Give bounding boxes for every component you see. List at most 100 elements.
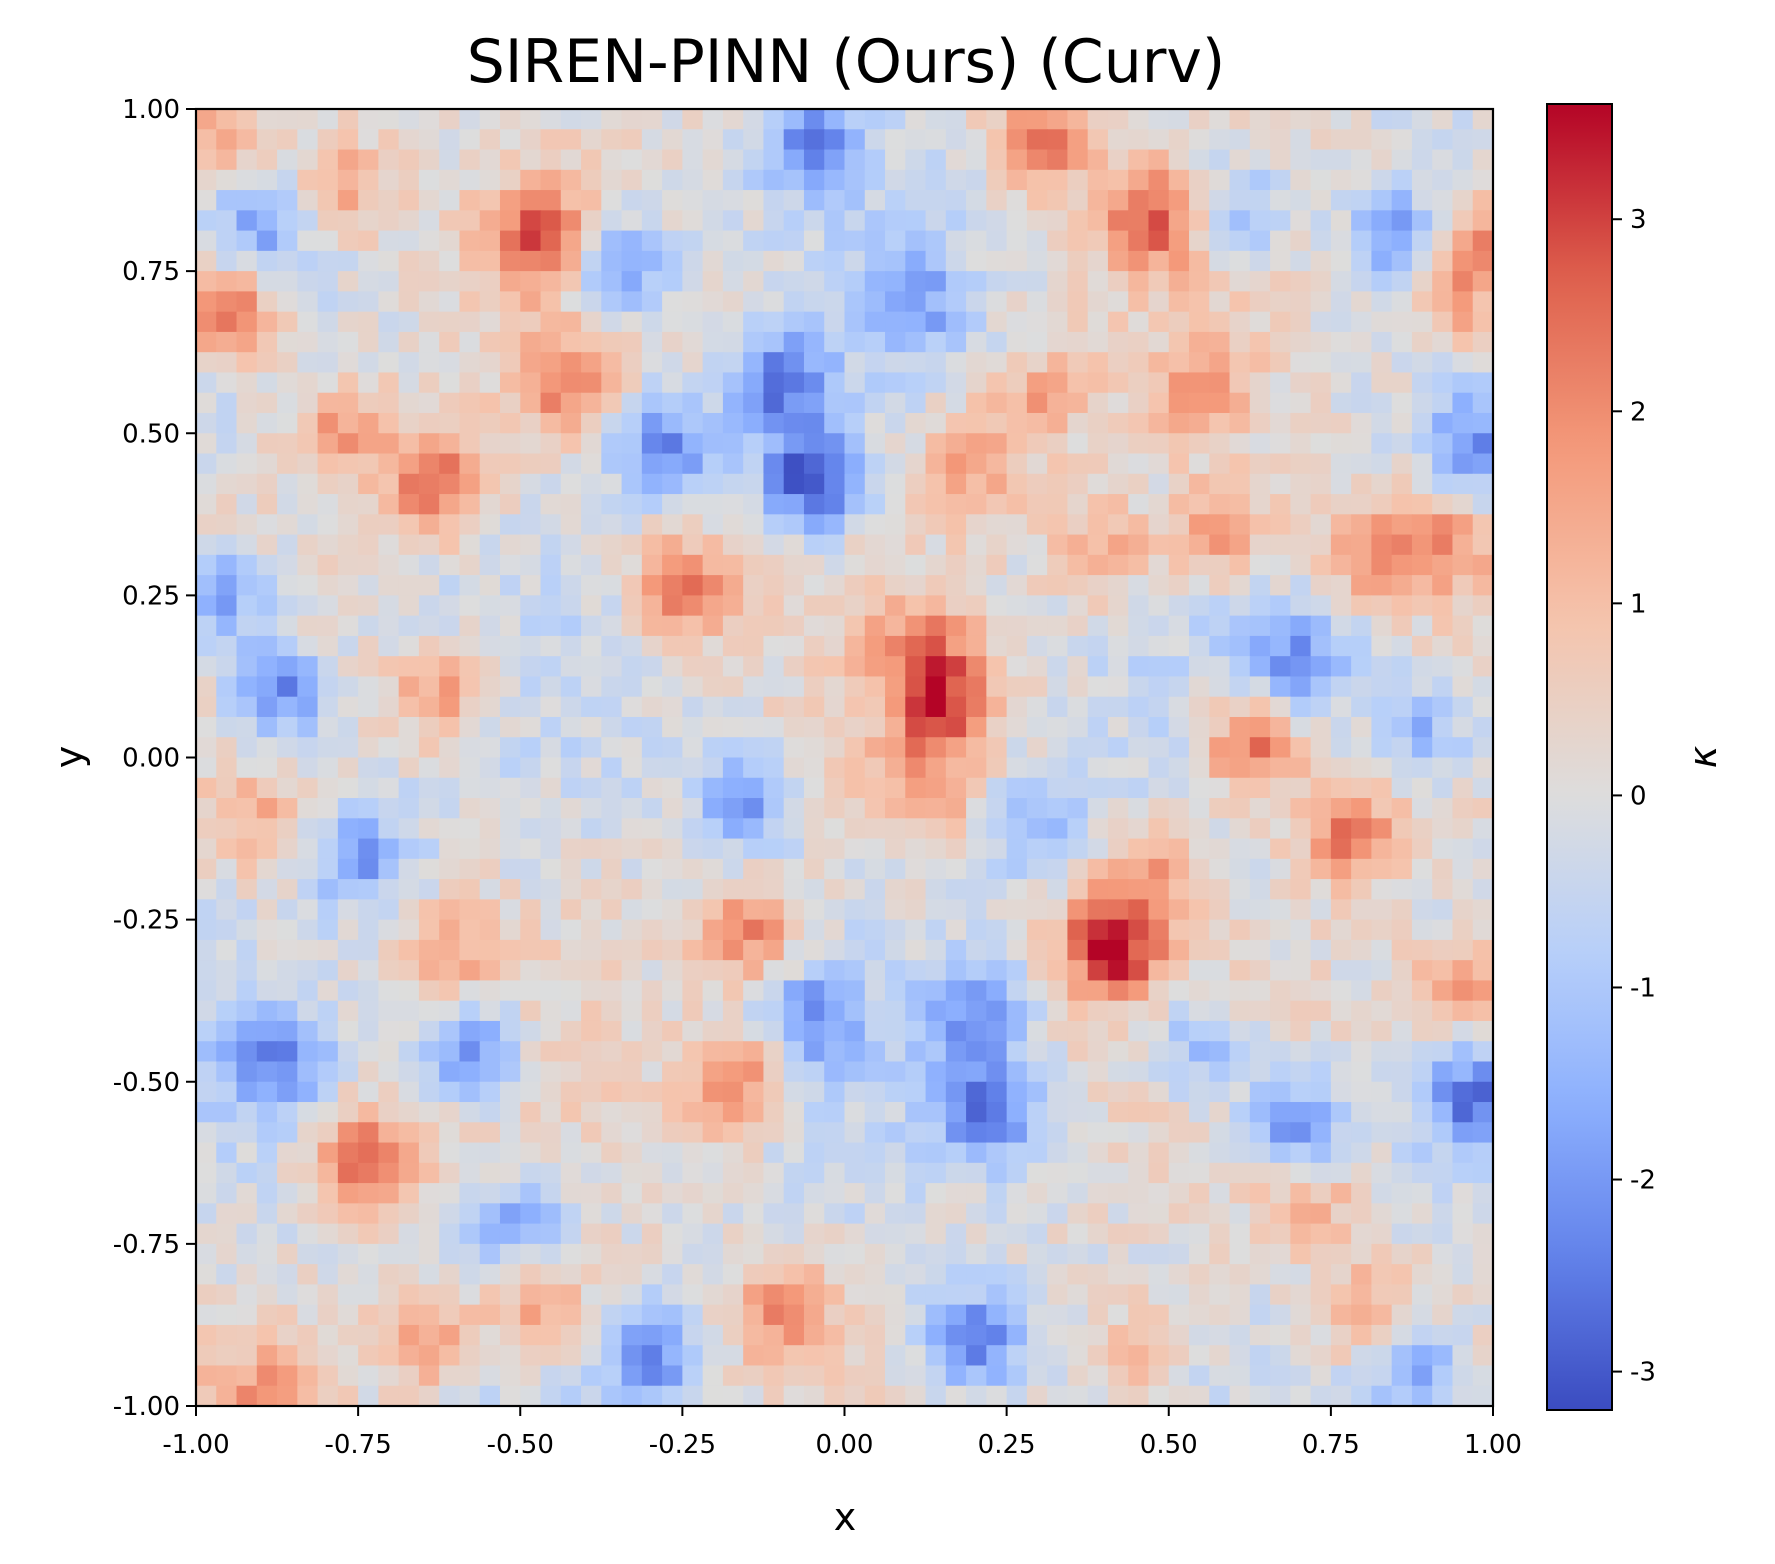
heatmap-cell <box>1432 939 1454 961</box>
heatmap-cell <box>520 210 542 232</box>
heatmap-cell <box>662 271 683 292</box>
heatmap-cell <box>743 291 765 313</box>
heatmap-cell <box>844 1203 866 1225</box>
heatmap-cell <box>1168 1122 1190 1144</box>
heatmap-cell <box>1270 1203 1291 1225</box>
heatmap-cell <box>783 190 805 211</box>
heatmap-cell <box>560 534 582 556</box>
heatmap-cell <box>783 331 805 353</box>
heatmap-cell <box>1391 1061 1413 1083</box>
heatmap-cell <box>398 352 420 374</box>
heatmap-cell <box>621 169 643 191</box>
heatmap-cell <box>297 777 319 799</box>
heatmap-cell <box>358 250 379 272</box>
heatmap-cell <box>439 1223 461 1245</box>
heatmap-cell <box>601 372 623 394</box>
heatmap-cell <box>358 311 379 333</box>
heatmap-cell <box>702 777 724 799</box>
heatmap-cell <box>864 1162 886 1184</box>
heatmap-cell <box>337 899 359 921</box>
heatmap-cell <box>1128 798 1150 819</box>
heatmap-cell <box>743 190 765 211</box>
heatmap-cell <box>358 1203 379 1225</box>
heatmap-cell <box>196 1385 217 1407</box>
heatmap-cell <box>885 1162 906 1184</box>
heatmap-cell <box>256 1385 278 1407</box>
heatmap-cell <box>459 1223 481 1245</box>
heatmap-cell <box>479 372 501 394</box>
heatmap-cell <box>1168 818 1190 840</box>
heatmap-cell <box>743 737 765 759</box>
heatmap-cell <box>358 1061 379 1083</box>
heatmap-cell <box>1452 291 1474 313</box>
heatmap-cell <box>297 575 319 596</box>
heatmap-cell <box>783 149 805 171</box>
heatmap-cell <box>378 149 400 171</box>
heatmap-cell <box>1128 696 1150 718</box>
heatmap-cell <box>520 1020 542 1042</box>
heatmap-cell <box>1270 210 1291 232</box>
heatmap-cell <box>317 1061 339 1083</box>
heatmap-cell <box>216 1345 238 1367</box>
heatmap-cell <box>1209 1324 1231 1346</box>
heatmap-cell <box>1067 129 1089 151</box>
heatmap-cell <box>641 1324 663 1346</box>
heatmap-cell <box>1371 554 1393 576</box>
heatmap-cell <box>439 412 461 434</box>
heatmap-cell <box>1128 1243 1150 1265</box>
heatmap-cell <box>763 1041 785 1063</box>
heatmap-cell <box>1209 635 1231 657</box>
heatmap-cell <box>621 919 643 941</box>
heatmap-cell <box>763 1264 785 1286</box>
heatmap-cell <box>1270 879 1291 900</box>
heatmap-cell <box>560 453 582 475</box>
heatmap-cell <box>196 109 217 130</box>
heatmap-cell <box>560 352 582 374</box>
heatmap-cell <box>864 635 886 657</box>
heatmap-cell <box>236 392 258 414</box>
heatmap-cell <box>1229 1203 1251 1225</box>
heatmap-cell <box>439 1183 461 1204</box>
heatmap-cell <box>1452 433 1474 455</box>
heatmap-cell <box>358 656 379 678</box>
heatmap-cell <box>378 737 400 759</box>
heatmap-cell <box>1189 899 1210 921</box>
heatmap-cell <box>1371 696 1393 718</box>
heatmap-cell <box>763 676 785 698</box>
heatmap-cell <box>722 939 744 961</box>
heatmap-cell <box>560 1223 582 1245</box>
heatmap-cell <box>1270 1304 1291 1326</box>
heatmap-cell <box>1371 291 1393 313</box>
heatmap-cell <box>1006 615 1028 637</box>
heatmap-cell <box>1432 595 1454 617</box>
heatmap-cell <box>945 1264 967 1286</box>
heatmap-cell <box>844 899 866 921</box>
heatmap-cell <box>1351 433 1373 455</box>
heatmap-cell <box>1229 1081 1251 1103</box>
heatmap-cell <box>1290 919 1312 941</box>
heatmap-cell <box>479 453 501 475</box>
heatmap-cell <box>581 757 602 779</box>
heatmap-cell <box>1249 392 1271 414</box>
heatmap-cell <box>560 250 582 272</box>
heatmap-cell <box>702 899 724 921</box>
heatmap-cell <box>560 838 582 860</box>
heatmap-cell <box>459 1122 481 1144</box>
heatmap-cell <box>1006 838 1028 860</box>
heatmap-cell <box>317 534 339 556</box>
heatmap-cell <box>1087 554 1109 576</box>
heatmap-cell <box>560 919 582 941</box>
heatmap-cell <box>479 554 501 576</box>
heatmap-cell <box>196 1304 217 1326</box>
heatmap-cell <box>378 271 400 292</box>
heatmap-cell <box>1249 271 1271 292</box>
heatmap-cell <box>1107 737 1129 759</box>
heatmap-cell <box>1290 1102 1312 1123</box>
heatmap-cell <box>236 169 258 191</box>
heatmap-cell <box>1432 149 1454 171</box>
heatmap-cell <box>743 1243 765 1265</box>
heatmap-cell <box>824 960 846 982</box>
heatmap-cell <box>925 1081 947 1103</box>
heatmap-cell <box>722 453 744 475</box>
heatmap-cell <box>297 1041 319 1063</box>
